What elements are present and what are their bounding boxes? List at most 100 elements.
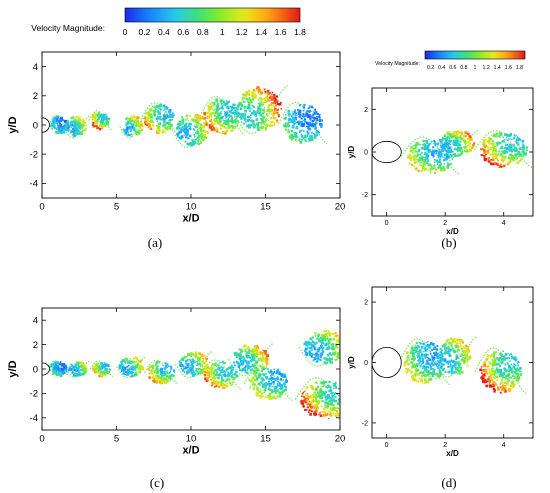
y-axis-label: y/D xyxy=(347,146,356,159)
y-tick-label: -2 xyxy=(362,192,368,199)
vortex xyxy=(248,367,288,400)
panel-b: Velocity Magnitude: 0.2 0.4 0.6 0.8 1 1.2 1.4 1.… xyxy=(347,50,534,250)
vortex xyxy=(300,380,340,420)
cylinder xyxy=(372,347,402,378)
vortex xyxy=(438,130,476,157)
vortex xyxy=(203,360,239,390)
y-tick-label: -2 xyxy=(30,389,38,400)
y-tick-label: 0 xyxy=(364,149,368,156)
x-tick-label: 5 xyxy=(114,202,119,213)
panel-c: 0 5 10 15 20 -4 -2 0 2 4 x/D y/D (c) xyxy=(7,307,346,490)
panel-caption: (d) xyxy=(441,475,456,490)
x-tick-label: 0 xyxy=(39,202,44,213)
colorbar-tick-label: 1 xyxy=(474,65,477,71)
x-tick-label: 15 xyxy=(260,434,271,445)
y-tick-label: 0 xyxy=(33,120,38,131)
vortex xyxy=(403,341,445,384)
x-tick-label: 15 xyxy=(260,202,271,213)
colorbar-tick-label: 0.2 xyxy=(139,27,151,37)
colorbar-tick-label: 0 xyxy=(123,27,128,37)
panel-a: Velocity Magnitude: 0 0.2 0.4 0.6 0.8 1 1.2 1.4 1… xyxy=(7,7,346,250)
colorbar-tick-label: 0.2 xyxy=(427,65,434,71)
y-tick-label: -2 xyxy=(362,420,368,427)
vortex xyxy=(175,113,209,147)
vortex xyxy=(203,98,241,135)
colorbar-tick-label: 0.4 xyxy=(438,65,445,71)
vortex xyxy=(68,361,88,377)
x-tick-label: 10 xyxy=(186,434,197,445)
colorbar-title: Velocity Magnitude: xyxy=(375,61,420,67)
y-tick-label: -4 xyxy=(30,413,38,424)
panel-caption: (b) xyxy=(441,235,456,250)
colorbar-tick-label: 1.2 xyxy=(236,27,248,37)
vortex xyxy=(147,360,176,385)
colorbar-tick-label: 1.8 xyxy=(294,27,306,37)
vortex xyxy=(118,356,144,378)
y-axis-label: y/D xyxy=(347,356,356,369)
colorbar-tick-label: 0.6 xyxy=(449,65,456,71)
x-tick-label: 4 xyxy=(502,442,506,449)
colorbar-title: Velocity Magnitude: xyxy=(31,23,105,33)
colorbar-tick-label: 1.4 xyxy=(255,27,267,37)
vortex xyxy=(143,103,175,134)
y-tick-label: 2 xyxy=(33,340,38,351)
vortex xyxy=(436,337,472,375)
y-tick-label: -4 xyxy=(30,179,38,190)
y-tick-label: 2 xyxy=(364,300,368,307)
vortex xyxy=(64,116,88,138)
colorbar xyxy=(124,7,301,23)
x-tick-label: 10 xyxy=(186,202,197,213)
vortex xyxy=(48,361,68,378)
vortex xyxy=(122,115,144,138)
x-tick-label: 2 xyxy=(443,442,447,449)
x-tick-label: 0 xyxy=(39,434,44,445)
y-tick-label: -2 xyxy=(30,150,38,161)
y-axis-label: y/D xyxy=(7,360,19,377)
y-tick-label: 4 xyxy=(33,62,38,73)
x-tick-label: 5 xyxy=(114,434,119,445)
colorbar xyxy=(424,50,526,60)
vortex xyxy=(480,132,528,168)
colorbar-tick-label: 1.2 xyxy=(483,65,490,71)
vortex xyxy=(479,350,523,394)
vortex xyxy=(91,112,111,131)
vortex xyxy=(283,103,323,144)
vortex xyxy=(303,330,340,365)
colorbar-tick-label: 0.8 xyxy=(460,65,467,71)
colorbar-tick-label: 0.8 xyxy=(197,27,209,37)
vortex xyxy=(50,115,70,135)
panel-caption: (a) xyxy=(148,235,162,250)
y-axis-label: y/D xyxy=(7,116,19,133)
colorbar-tick-label: 1 xyxy=(220,27,225,37)
x-tick-label: 2 xyxy=(443,220,447,227)
vortex xyxy=(407,139,454,175)
x-tick-label: 4 xyxy=(502,220,506,227)
y-tick-label: 0 xyxy=(364,360,368,367)
vortex xyxy=(232,344,270,375)
vortex xyxy=(92,362,111,378)
y-tick-label: 0 xyxy=(33,364,38,375)
x-tick-label: 20 xyxy=(335,434,346,445)
y-tick-label: 4 xyxy=(33,316,38,327)
x-axis-label: x/D xyxy=(446,227,459,236)
x-axis-label: x/D xyxy=(182,445,199,457)
x-tick-label: 0 xyxy=(385,442,389,449)
x-tick-label: 20 xyxy=(335,202,346,213)
panel-caption: (c) xyxy=(150,475,164,490)
colorbar-tick-label: 0.4 xyxy=(158,27,170,37)
y-tick-label: 2 xyxy=(364,107,368,114)
cylinder xyxy=(372,140,402,164)
colorbar-tick-label: 1.8 xyxy=(516,65,523,71)
colorbar-tick-label: 1.6 xyxy=(275,27,287,37)
colorbar-tick-label: 0.6 xyxy=(177,27,189,37)
y-tick-label: 2 xyxy=(33,91,38,102)
x-axis-label: x/D xyxy=(182,213,199,225)
x-tick-label: 0 xyxy=(385,220,389,227)
x-axis-label: x/D xyxy=(446,449,459,458)
vortex xyxy=(178,351,210,378)
colorbar-tick-label: 1.4 xyxy=(494,65,501,71)
colorbar-tick-label: 1.6 xyxy=(505,65,512,71)
vortex xyxy=(235,86,282,132)
